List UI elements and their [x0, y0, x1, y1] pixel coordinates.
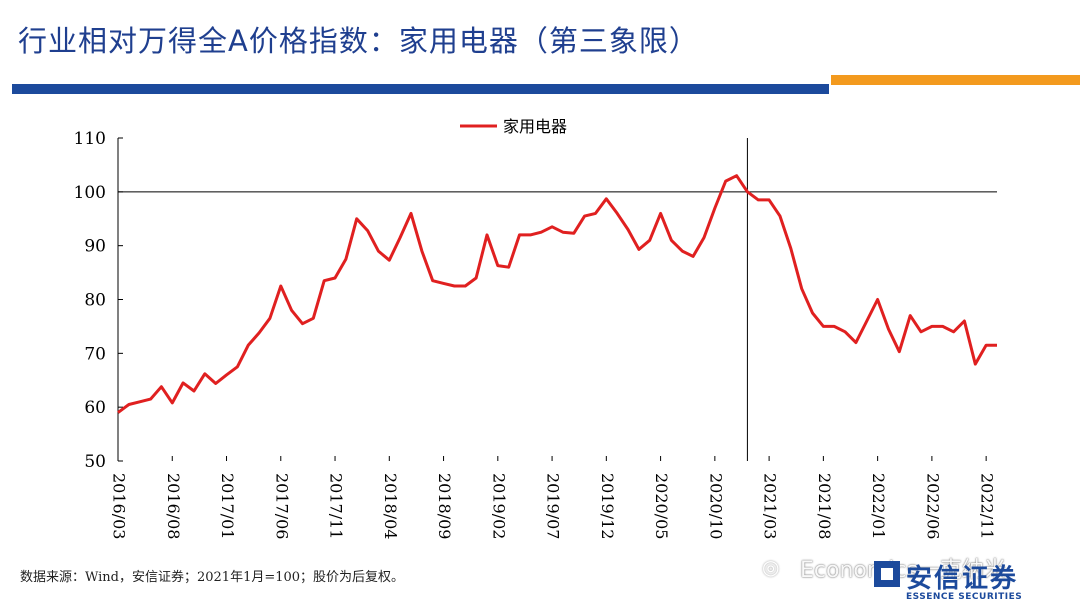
- y-tick-label: 80: [84, 291, 106, 311]
- y-tick-label: 50: [84, 452, 106, 472]
- x-tick-label: 2020/05: [652, 473, 671, 539]
- x-tick-label: 2018/04: [381, 473, 400, 539]
- x-tick-label: 2018/09: [435, 473, 454, 539]
- x-tick-label: 2022/01: [869, 473, 888, 539]
- chart-ticks: 50 60 70 80 90 100 110 2016/03 2016/08 2017/01 201…: [74, 129, 997, 539]
- x-tick-label: 2019/12: [598, 473, 617, 539]
- x-tick-label: 2021/08: [815, 473, 834, 539]
- x-tick-label: 2017/01: [218, 473, 237, 539]
- x-tick-label: 2022/11: [978, 473, 997, 539]
- x-tick-label: 2016/08: [164, 473, 183, 539]
- x-tick-label: 2017/06: [272, 473, 291, 539]
- y-tick-label: 70: [84, 344, 106, 364]
- wechat-icon: ◎: [762, 555, 780, 579]
- y-tick-label: 100: [74, 183, 106, 203]
- logo-chinese: 安信证券: [906, 564, 1019, 594]
- x-tick-label: 2020/10: [706, 473, 725, 539]
- x-tick-label: 2021/03: [761, 473, 780, 539]
- watermark-text: Economics一克纳米: [800, 558, 1006, 583]
- chart-legend: 家用电器: [460, 117, 567, 136]
- legend-label: 家用电器: [503, 117, 567, 136]
- page-title: 行业相对万得全A价格指数：家用电器（第三象限）: [18, 24, 699, 58]
- y-tick-label: 110: [74, 129, 106, 149]
- x-tick-label: 2022/06: [923, 473, 942, 539]
- y-tick-label: 90: [84, 237, 106, 257]
- x-tick-label: 2019/02: [489, 473, 508, 539]
- header-bar-blue: [12, 84, 829, 94]
- chart-plot: [117, 174, 997, 414]
- source-note: 数据来源：Wind，安信证券；2021年1月=100；股价为后复权。: [20, 570, 405, 585]
- chart-axes: [117, 138, 997, 461]
- y-tick-label: 60: [84, 398, 106, 418]
- series-line-家用电器: [117, 174, 997, 414]
- header-bar-orange: [831, 75, 1080, 85]
- x-tick-label: 2016/03: [110, 473, 129, 539]
- x-tick-label: 2019/07: [544, 473, 563, 539]
- x-tick-label: 2017/11: [327, 473, 346, 539]
- essence-logo-icon: [874, 561, 900, 587]
- logo-english: ESSENCE SECURITIES: [906, 592, 1023, 602]
